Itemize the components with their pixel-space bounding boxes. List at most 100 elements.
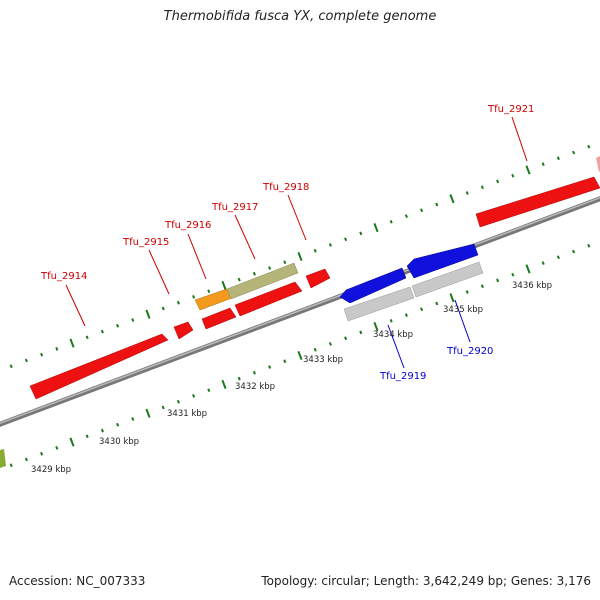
lower-tick-15 <box>221 379 227 389</box>
lower-tick-8 <box>116 422 120 427</box>
upper-tick-27 <box>404 214 408 218</box>
upper-tick-33 <box>496 179 500 184</box>
gene-label-tfu-2920: Tfu_2920 <box>446 346 493 357</box>
lower-tick-31 <box>465 290 469 294</box>
gene-label-tfu-2921: Tfu_2921 <box>487 104 534 115</box>
gene-arrow-tfu-2915[interactable] <box>173 321 194 340</box>
upper-tick-12 <box>176 300 180 305</box>
genome-backbone <box>0 196 600 427</box>
kbp-label-3435: 3435 kbp <box>443 305 483 315</box>
lower-tick-17 <box>252 370 256 375</box>
lower-tick-28 <box>420 307 424 312</box>
lower-tick-12 <box>176 399 180 404</box>
upper-tick-37 <box>556 156 560 161</box>
lower-tick-30 <box>449 293 455 303</box>
lower-tick-10 <box>145 408 151 418</box>
lower-tick-38 <box>572 249 576 254</box>
lower-tick-33 <box>496 278 500 283</box>
gene-arrow-tfu-2914[interactable] <box>29 333 169 400</box>
gene-block-green-edge[interactable] <box>0 449 6 468</box>
upper-tick-39 <box>587 144 591 149</box>
upper-tick-28 <box>420 208 424 213</box>
gene-arrow-tfu-2918[interactable] <box>234 281 303 317</box>
upper-tick-1 <box>9 364 13 369</box>
upper-tick-35 <box>525 165 531 175</box>
upper-tick-11 <box>161 306 165 311</box>
lower-tick-21 <box>313 347 317 352</box>
upper-tick-14 <box>207 289 211 293</box>
gene-arrow-tfu-2920[interactable] <box>406 243 479 279</box>
lower-tick-34 <box>511 272 515 277</box>
gene-arrow-red-fragment[interactable] <box>305 268 331 289</box>
upper-tick-22 <box>328 243 332 247</box>
upper-tick-16 <box>237 277 241 282</box>
lower-tick-2 <box>24 457 28 462</box>
lower-tick-22 <box>328 342 332 346</box>
upper-tick-4 <box>55 347 59 351</box>
upper-tick-13 <box>192 295 196 299</box>
gene-label-tfu-2919: Tfu_2919 <box>379 371 426 382</box>
upper-tick-20 <box>297 251 303 262</box>
gene-arrow-pink-edge[interactable] <box>596 156 600 172</box>
upper-tick-19 <box>283 260 287 265</box>
upper-tick-36 <box>541 162 545 166</box>
upper-tick-26 <box>389 220 393 224</box>
lower-tick-29 <box>435 301 439 306</box>
lower-tick-16 <box>237 376 241 381</box>
upper-tick-15 <box>221 280 227 290</box>
gene-label-tfu-2916: Tfu_2916 <box>164 220 211 231</box>
kbp-label-3436: 3436 kbp <box>512 281 552 291</box>
kbp-label-3432: 3432 kbp <box>235 382 275 392</box>
lower-tick-36 <box>541 261 545 265</box>
gene-arrow-tfu-2917[interactable] <box>226 262 299 300</box>
map-title: Thermobifida fusca YX, complete genome <box>163 9 437 24</box>
lower-tick-24 <box>359 330 363 335</box>
lower-tick-19 <box>283 359 287 364</box>
upper-tick-5 <box>69 338 75 348</box>
gene-label-tfu-2917: Tfu_2917 <box>211 202 258 213</box>
forward-gene-features <box>29 156 600 400</box>
upper-tick-25 <box>373 223 379 233</box>
lower-tick-row <box>9 243 591 468</box>
lower-tick-11 <box>161 405 165 410</box>
lower-tick-5 <box>69 437 75 447</box>
upper-tick-2 <box>24 358 28 363</box>
upper-tick-29 <box>435 202 439 207</box>
upper-tick-31 <box>465 191 469 195</box>
upper-tick-row <box>9 144 591 369</box>
upper-tick-8 <box>116 323 120 328</box>
lower-tick-39 <box>587 243 591 248</box>
gene-arrow-tfu-2921[interactable] <box>475 176 600 228</box>
kbp-label-3434: 3434 kbp <box>373 330 413 340</box>
reverse-gene-labels: Tfu_2919 Tfu_2920 <box>379 299 493 382</box>
gene-label-tfu-2914: Tfu_2914 <box>40 271 87 282</box>
upper-tick-3 <box>40 352 44 357</box>
gene-block-grey-2[interactable] <box>411 261 484 298</box>
lower-tick-1 <box>9 463 13 468</box>
upper-tick-38 <box>572 150 576 155</box>
upper-tick-32 <box>480 185 484 190</box>
lower-tick-18 <box>268 365 272 369</box>
genome-summary-text: Topology: circular; Length: 3,642,249 bp… <box>261 574 591 588</box>
lower-tick-26 <box>389 319 393 323</box>
gene-arrow-tfu-2919[interactable] <box>339 267 407 304</box>
reverse-gene-features <box>0 243 484 468</box>
upper-tick-9 <box>131 318 135 322</box>
kbp-label-3433: 3433 kbp <box>303 355 343 365</box>
upper-tick-6 <box>85 335 89 340</box>
upper-tick-24 <box>359 231 363 236</box>
lower-tick-9 <box>131 417 135 421</box>
gene-arrow-tfu-2916[interactable] <box>194 288 233 311</box>
lower-tick-3 <box>40 451 44 456</box>
lower-tick-4 <box>55 446 59 450</box>
gene-arrow-red-small[interactable] <box>201 307 237 330</box>
lower-tick-25 <box>373 322 379 332</box>
lower-tick-23 <box>344 336 348 341</box>
lower-tick-35 <box>525 264 531 274</box>
upper-tick-34 <box>511 173 515 178</box>
upper-tick-30 <box>449 194 455 204</box>
lower-tick-13 <box>192 394 196 398</box>
gene-block-grey-1[interactable] <box>343 286 415 322</box>
